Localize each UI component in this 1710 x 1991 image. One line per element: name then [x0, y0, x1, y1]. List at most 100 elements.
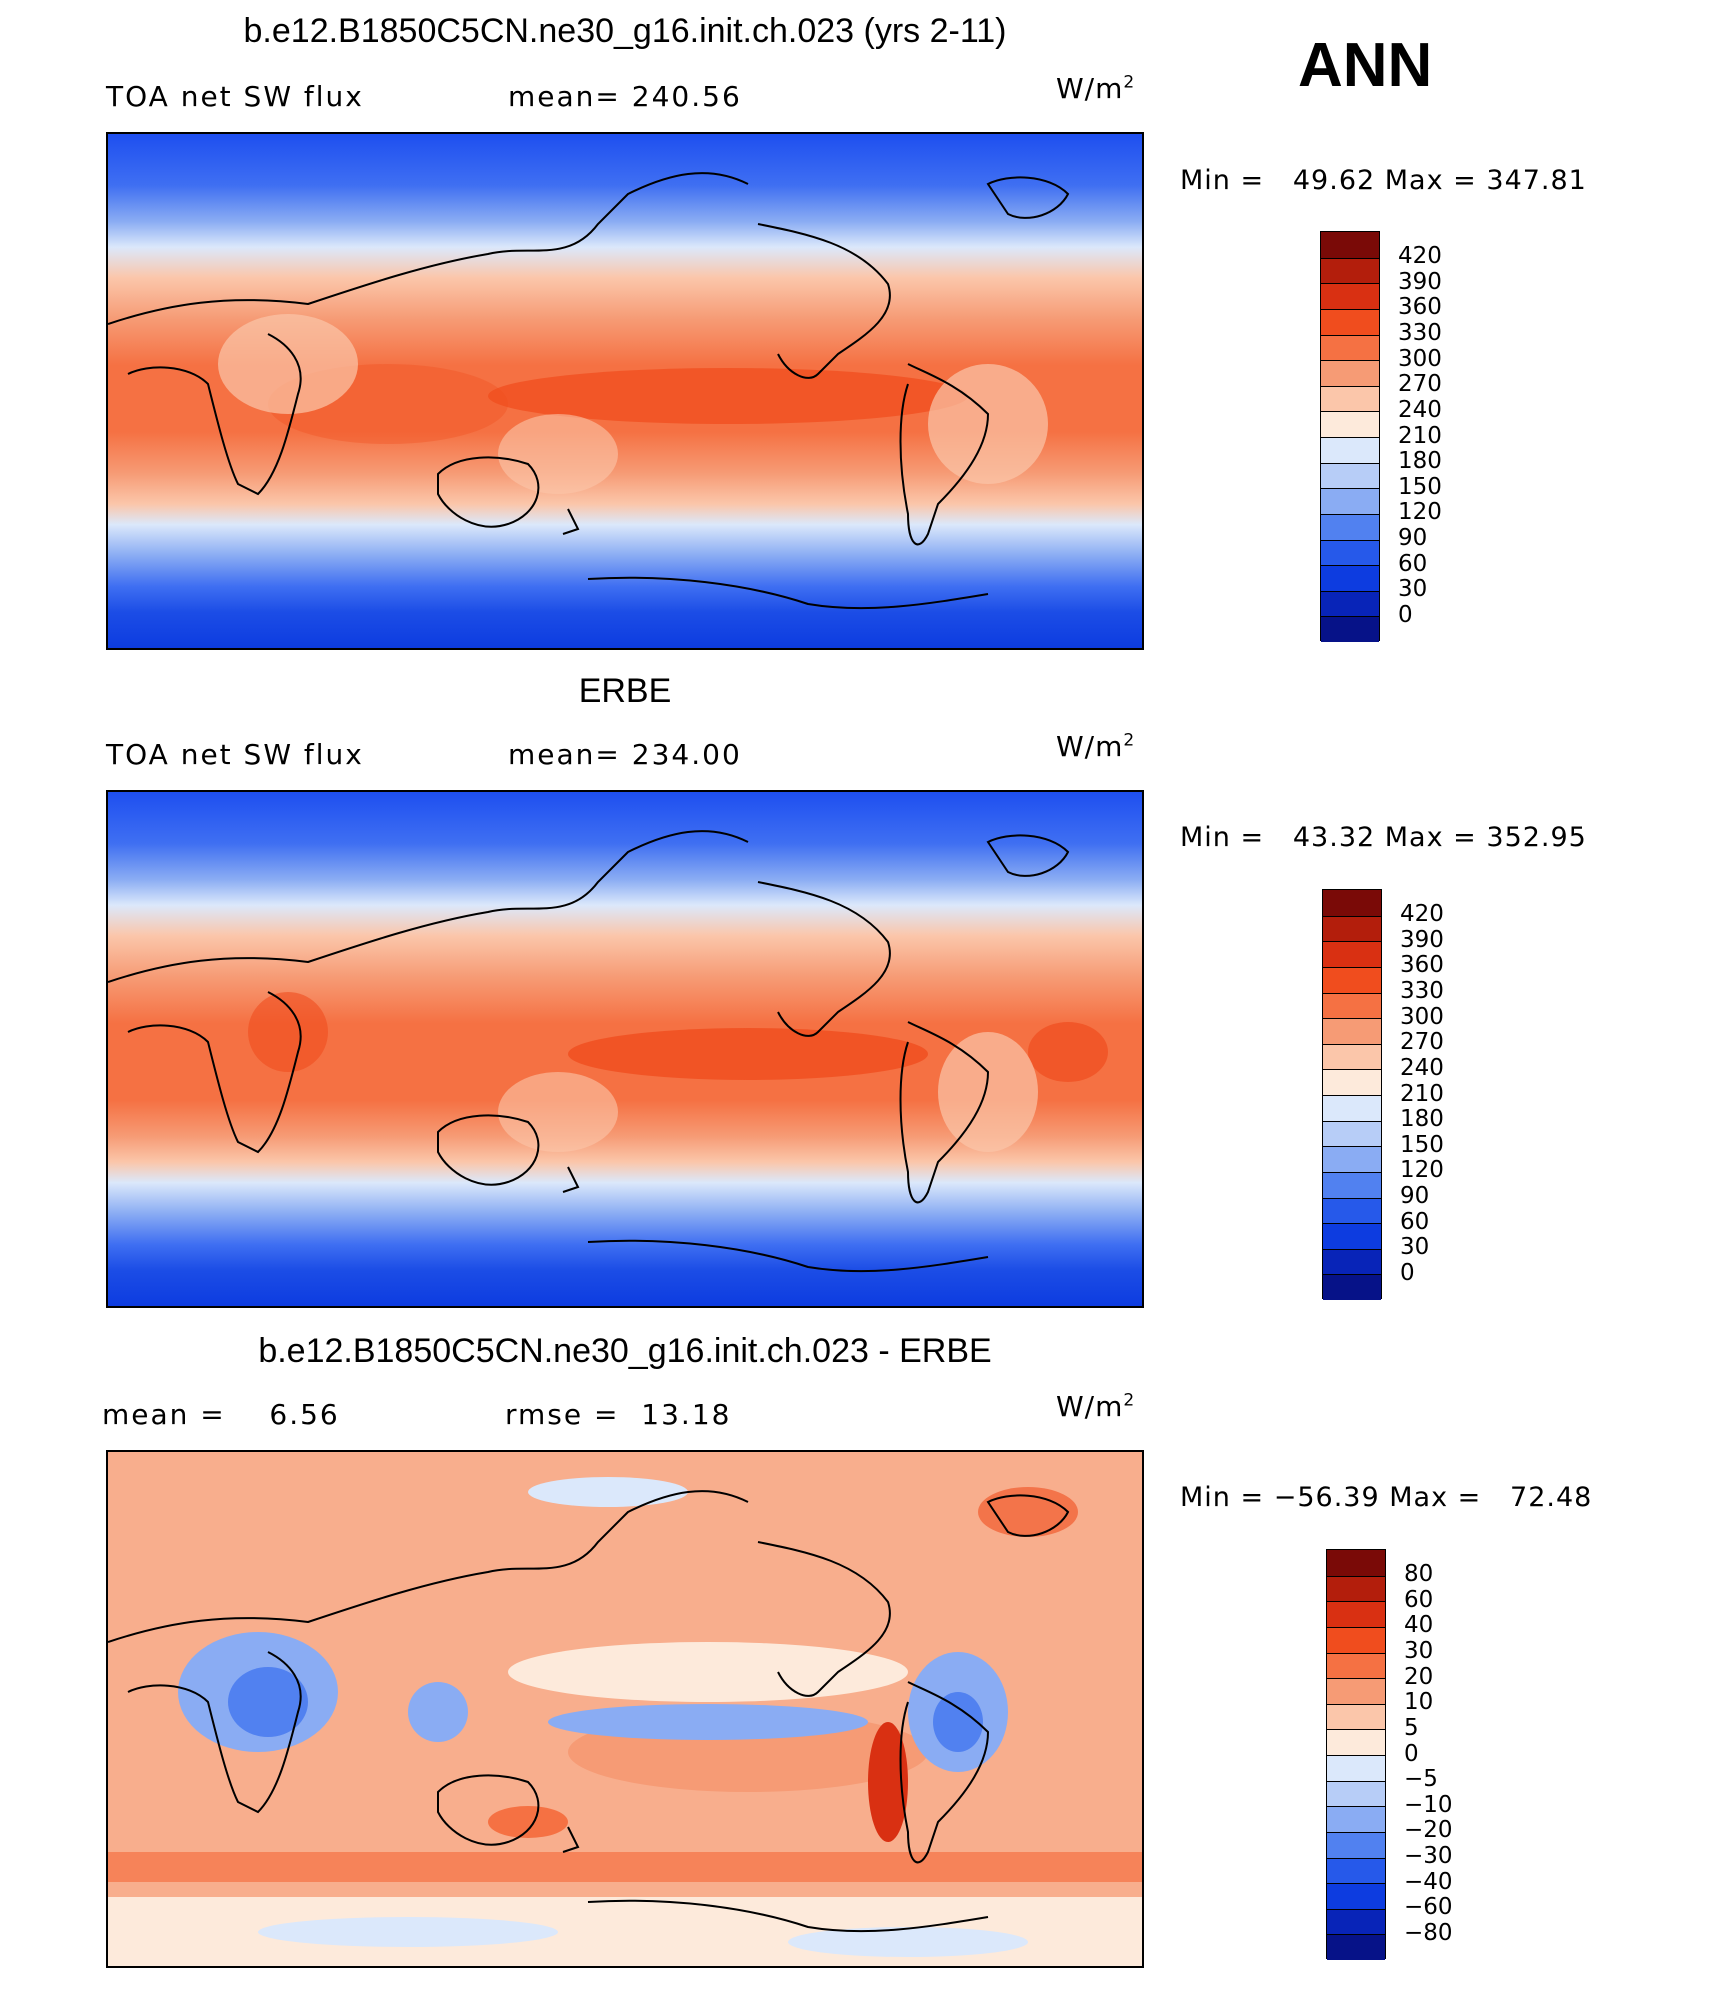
colorbar-swatch	[1323, 1171, 1381, 1198]
panel2-min-label: Min =	[1180, 822, 1265, 853]
colorbar-tick-label: 150	[1400, 1131, 1444, 1158]
panel2-map	[106, 790, 1144, 1308]
panel1-colorbar	[1320, 231, 1380, 642]
colorbar-tick-label: −40	[1404, 1868, 1453, 1895]
panel2-title: ERBE	[578, 672, 672, 710]
colorbar-swatch	[1323, 890, 1381, 916]
colorbar-swatch	[1323, 966, 1381, 993]
panel2-units: W/m2	[1056, 730, 1136, 763]
colorbar-tick-label: 360	[1398, 294, 1442, 321]
colorbar-swatch	[1321, 437, 1379, 463]
panel3-colorbar	[1326, 1549, 1386, 1960]
panel1-map-svg	[108, 134, 1142, 648]
panel2-variable: TOA net SW flux	[106, 738, 364, 771]
colorbar-tick-label: 90	[1398, 525, 1428, 551]
colorbar-tick-label: 60	[1400, 1208, 1430, 1235]
colorbar-tick-label: 10	[1404, 1689, 1434, 1716]
panel2-colorbar	[1322, 889, 1382, 1300]
colorbar-swatch	[1327, 1575, 1385, 1602]
colorbar-tick-label: −20	[1404, 1817, 1453, 1844]
colorbar-swatch	[1321, 232, 1379, 258]
colorbar-tick-label: 0	[1404, 1740, 1419, 1767]
colorbar-swatch	[1327, 1857, 1385, 1884]
colorbar-swatch	[1321, 488, 1379, 514]
panel3-min-label: Min =	[1180, 1482, 1265, 1513]
colorbar-tick-label: 240	[1400, 1054, 1444, 1081]
colorbar-tick-label: 60	[1398, 550, 1428, 577]
panel1-title: b.e12.B1850C5CN.ne30_g16.init.ch.023 (yr…	[243, 12, 1007, 50]
colorbar-tick-label: 30	[1400, 1234, 1430, 1261]
colorbar-swatch	[1327, 1780, 1385, 1807]
panel3-map	[106, 1450, 1144, 1968]
colorbar-swatch	[1321, 411, 1379, 437]
panel1-minmax: Min = 49.62 Max = 347.81	[1180, 165, 1587, 196]
colorbar-swatch	[1321, 283, 1379, 309]
panel1-mean-label: mean=	[508, 80, 621, 113]
colorbar-tick-label: 390	[1398, 268, 1442, 295]
colorbar-swatch	[1321, 616, 1379, 642]
colorbar-swatch	[1323, 1069, 1381, 1095]
colorbar-tick-label: 5	[1404, 1714, 1419, 1741]
panel2-mean-value: 234.00	[631, 738, 742, 771]
colorbar-tick-label: 20	[1404, 1663, 1434, 1690]
panel3-rmse: rmse = 13.18	[505, 1398, 731, 1431]
colorbar-tick-label: −80	[1404, 1919, 1453, 1946]
colorbar-swatch	[1321, 590, 1379, 617]
colorbar-swatch	[1323, 1197, 1381, 1224]
colorbar-tick-label: 270	[1400, 1029, 1444, 1056]
panel3-mean-label: mean =	[102, 1398, 226, 1431]
colorbar-tick-label: 80	[1404, 1561, 1434, 1588]
panel2-max-value: 352.95	[1486, 822, 1587, 853]
panel3-rmse-label: rmse =	[505, 1398, 620, 1431]
panel1-mean: mean= 240.56	[508, 80, 742, 113]
colorbar-tick-label: 210	[1400, 1080, 1444, 1107]
colorbar-tick-label: −30	[1404, 1843, 1453, 1869]
colorbar-swatch	[1327, 1678, 1385, 1704]
colorbar-tick-label: 180	[1398, 448, 1442, 475]
colorbar-swatch	[1321, 334, 1379, 361]
panel3-units: W/m2	[1056, 1390, 1136, 1423]
colorbar-swatch	[1321, 360, 1379, 386]
panel1-variable: TOA net SW flux	[106, 80, 364, 113]
colorbar-swatch	[1321, 462, 1379, 489]
colorbar-swatch	[1323, 1095, 1381, 1121]
colorbar-tick-label: −5	[1404, 1766, 1438, 1793]
panel1-mean-value: 240.56	[631, 80, 742, 113]
colorbar-tick-label: 360	[1400, 952, 1444, 979]
panel3-max-label: Max =	[1389, 1482, 1482, 1513]
colorbar-tick-label: 0	[1398, 601, 1413, 628]
colorbar-tick-label: 420	[1398, 243, 1442, 270]
colorbar-tick-label: 30	[1398, 576, 1428, 603]
panel1-max-value: 347.81	[1486, 165, 1587, 196]
panel3-max-value: 72.48	[1510, 1482, 1593, 1513]
colorbar-tick-label: 240	[1398, 396, 1442, 423]
colorbar-swatch	[1321, 385, 1379, 412]
colorbar-tick-label: 270	[1398, 371, 1442, 398]
colorbar-swatch	[1327, 1755, 1385, 1781]
colorbar-swatch	[1321, 513, 1379, 540]
colorbar-swatch	[1327, 1908, 1385, 1935]
panel2-minmax: Min = 43.32 Max = 352.95	[1180, 822, 1587, 853]
colorbar-tick-label: −60	[1404, 1894, 1453, 1921]
colorbar-swatch	[1327, 1703, 1385, 1730]
colorbar-tick-label: 210	[1398, 422, 1442, 449]
panel3-mean: mean = 6.56	[102, 1398, 340, 1431]
colorbar-swatch	[1327, 1601, 1385, 1627]
colorbar-swatch	[1327, 1550, 1385, 1576]
panel3-map-svg	[108, 1452, 1142, 1966]
colorbar-swatch	[1323, 1120, 1381, 1147]
colorbar-tick-label: 390	[1400, 926, 1444, 953]
colorbar-tick-label: 300	[1398, 345, 1442, 372]
colorbar-swatch	[1327, 1626, 1385, 1653]
colorbar-swatch	[1323, 992, 1381, 1019]
panel1-min-value: 49.62	[1292, 165, 1376, 196]
colorbar-tick-label: 0	[1400, 1259, 1415, 1286]
panel1-max-label: Max =	[1384, 165, 1477, 196]
colorbar-tick-label: 150	[1398, 473, 1442, 500]
season-label: ANN	[1298, 31, 1433, 100]
colorbar-swatch	[1323, 1248, 1381, 1275]
panel2-max-label: Max =	[1384, 822, 1477, 853]
colorbar-swatch	[1327, 1934, 1385, 1960]
panel2-mean: mean= 234.00	[508, 738, 742, 771]
colorbar-swatch	[1323, 1146, 1381, 1172]
